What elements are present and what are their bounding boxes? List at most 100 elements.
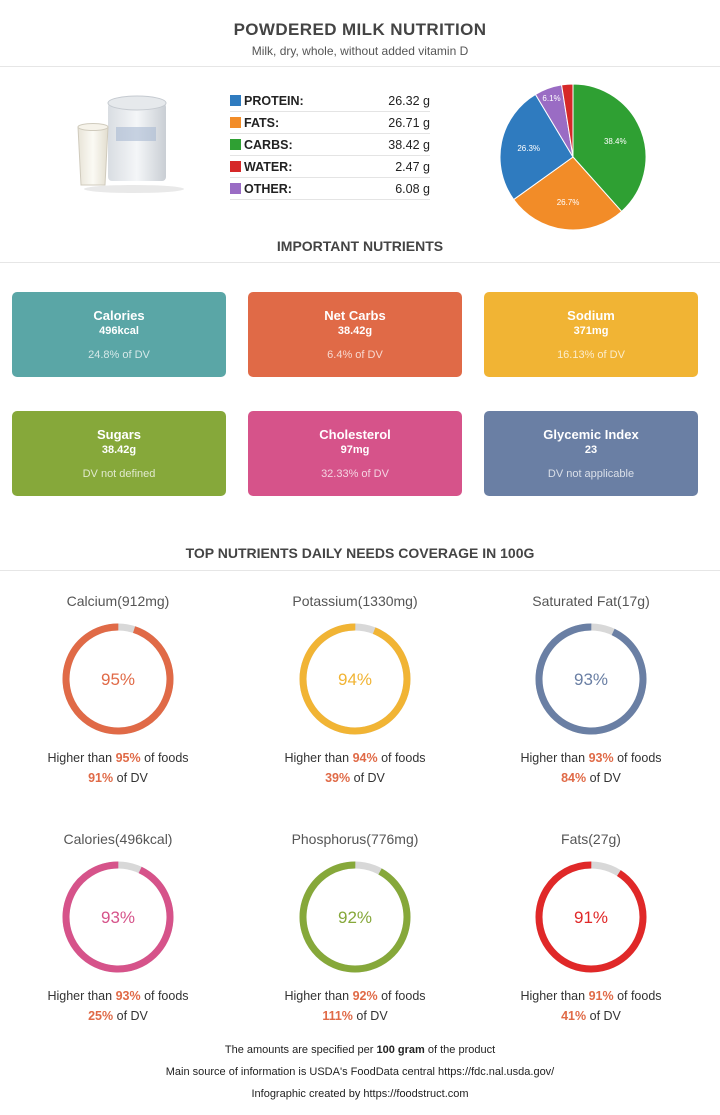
coverage-item: Calories(496kcal) 93% Higher than 93% of f… — [18, 831, 218, 1023]
pie-label: 6.1% — [542, 94, 560, 103]
pie-slice-fats — [512, 156, 623, 231]
footer-amount-note: The amounts are specified per 100 gram o… — [0, 1044, 720, 1056]
coverage-text: Higher than — [520, 989, 589, 1003]
ring-percent: 93% — [101, 908, 135, 927]
page-title: POWDERED MILK NUTRITION — [233, 20, 487, 39]
coverage-dv: 91% of DV — [18, 771, 218, 785]
nutrient-card: Glycemic Index 23 DV not applicable — [484, 411, 698, 496]
legend-label: FATS: — [244, 115, 280, 130]
coverage-dv: 25% of DV — [18, 1009, 218, 1023]
card-value: 496kcal — [99, 325, 139, 337]
footer-bold-amount: 100 gram — [376, 1044, 425, 1056]
coverage-dv: 41% of DV — [491, 1009, 691, 1023]
coverage-text: of foods — [613, 989, 662, 1003]
legend-value: 6.08 g — [395, 181, 430, 196]
pie-label: 26.3% — [517, 144, 540, 153]
coverage-text: of DV — [586, 1009, 621, 1023]
legend-swatch — [230, 161, 241, 172]
coverage-highlight: 39% — [325, 771, 351, 785]
card-dv: 6.4% of DV — [327, 349, 383, 361]
coverage-item: Calcium(912mg) 95% Higher than 95% of food… — [18, 593, 218, 785]
coverage-highlight: 91% — [88, 771, 114, 785]
coverage-text: of DV — [113, 771, 148, 785]
coverage-ring: 94% — [299, 623, 411, 735]
coverage-title: Potassium(1330mg) — [292, 593, 418, 609]
card-name: Cholesterol — [319, 427, 391, 442]
legend-label: WATER: — [244, 159, 293, 174]
coverage-ring: 91% — [535, 861, 647, 973]
coverage-higher-than: Higher than 91% of foods — [491, 989, 691, 1003]
coverage-text: Higher than — [284, 751, 353, 765]
legend-value: 38.42 g — [388, 137, 430, 152]
coverage-text: of DV — [113, 1009, 148, 1023]
coverage-ring: 92% — [299, 861, 411, 973]
card-value: 97mg — [340, 444, 370, 456]
coverage-title: Saturated Fat(17g) — [532, 593, 650, 609]
coverage-title: Phosphorus(776mg) — [291, 831, 419, 847]
coverage-highlight: 93% — [115, 989, 141, 1003]
coverage-text: of DV — [586, 771, 621, 785]
legend-label: CARBS: — [244, 137, 293, 152]
card-dv: DV not applicable — [547, 468, 635, 480]
footer-text: of the product — [424, 1044, 496, 1056]
coverage-dv: 39% of DV — [255, 771, 455, 785]
nutrient-card: Sugars 38.42g DV not defined — [12, 411, 226, 496]
page-subtitle: Milk, dry, whole, without added vitamin … — [251, 44, 469, 58]
coverage-highlight: 92% — [352, 989, 378, 1003]
coverage-highlight: 95% — [115, 751, 141, 765]
ring-percent: 92% — [338, 908, 372, 927]
divider — [0, 66, 720, 67]
card-value: 38.42g — [101, 444, 137, 456]
pie-label: 38.4% — [604, 137, 627, 146]
card-dv: DV not defined — [82, 468, 156, 480]
coverage-item: Saturated Fat(17g) 93% Higher than 93% of … — [491, 593, 691, 785]
coverage-higher-than: Higher than 95% of foods — [18, 751, 218, 765]
nutrient-card: Net Carbs 38.42g 6.4% of DV — [248, 292, 462, 377]
coverage-text: of foods — [140, 989, 189, 1003]
legend-row: WATER: 2.47 g — [230, 156, 430, 178]
coverage-text: of foods — [377, 989, 426, 1003]
coverage-highlight: 41% — [561, 1009, 587, 1023]
pie-label: 26.7% — [557, 198, 580, 207]
ring-percent: 94% — [338, 670, 372, 689]
coverage-title: Fats(27g) — [561, 831, 621, 847]
nutrient-card: Cholesterol 97mg 32.33% of DV — [248, 411, 462, 496]
legend-swatch — [230, 95, 241, 106]
card-value: 23 — [584, 444, 598, 456]
legend-swatch — [230, 183, 241, 194]
section-title-important: IMPORTANT NUTRIENTS — [276, 238, 444, 254]
coverage-dv: 111% of DV — [255, 1009, 455, 1023]
nutrient-card: Sodium 371mg 16.13% of DV — [484, 292, 698, 377]
card-dv: 32.33% of DV — [321, 468, 389, 480]
ring-percent: 93% — [574, 670, 608, 689]
pie-slice-carbs — [572, 83, 647, 213]
coverage-ring: 93% — [535, 623, 647, 735]
section-title-coverage: TOP NUTRIENTS DAILY NEEDS COVERAGE IN 10… — [185, 545, 535, 561]
coverage-text: Higher than — [284, 989, 353, 1003]
coverage-highlight: 25% — [88, 1009, 114, 1023]
coverage-title: Calcium(912mg) — [66, 593, 170, 609]
coverage-highlight: 93% — [588, 751, 614, 765]
coverage-dv: 84% of DV — [491, 771, 691, 785]
card-name: Sodium — [567, 308, 615, 323]
coverage-higher-than: Higher than 92% of foods — [255, 989, 455, 1003]
composition-legend: PROTEIN: 26.32 g FATS: 26.71 g CARBS: 38.42 g… — [230, 90, 430, 200]
coverage-highlight: 94% — [352, 751, 378, 765]
card-name: Glycemic Index — [543, 427, 639, 442]
card-value: 371mg — [573, 325, 609, 337]
legend-value: 26.71 g — [388, 115, 430, 130]
card-dv: 16.13% of DV — [557, 349, 625, 361]
coverage-text: Higher than — [47, 989, 116, 1003]
coverage-text: of foods — [377, 751, 426, 765]
legend-value: 2.47 g — [395, 159, 430, 174]
legend-row: PROTEIN: 26.32 g — [230, 90, 430, 112]
coverage-item: Fats(27g) 91% Higher than 91% of foods 41% … — [491, 831, 691, 1023]
card-name: Calories — [93, 308, 145, 323]
coverage-higher-than: Higher than 93% of foods — [491, 751, 691, 765]
coverage-title: Calories(496kcal) — [63, 831, 173, 847]
pie-slice-water — [561, 83, 574, 158]
coverage-item: Potassium(1330mg) 94% Higher than 94% of f… — [255, 593, 455, 785]
legend-row: CARBS: 38.42 g — [230, 134, 430, 156]
coverage-ring: 95% — [62, 623, 174, 735]
ring-progress — [299, 623, 411, 735]
